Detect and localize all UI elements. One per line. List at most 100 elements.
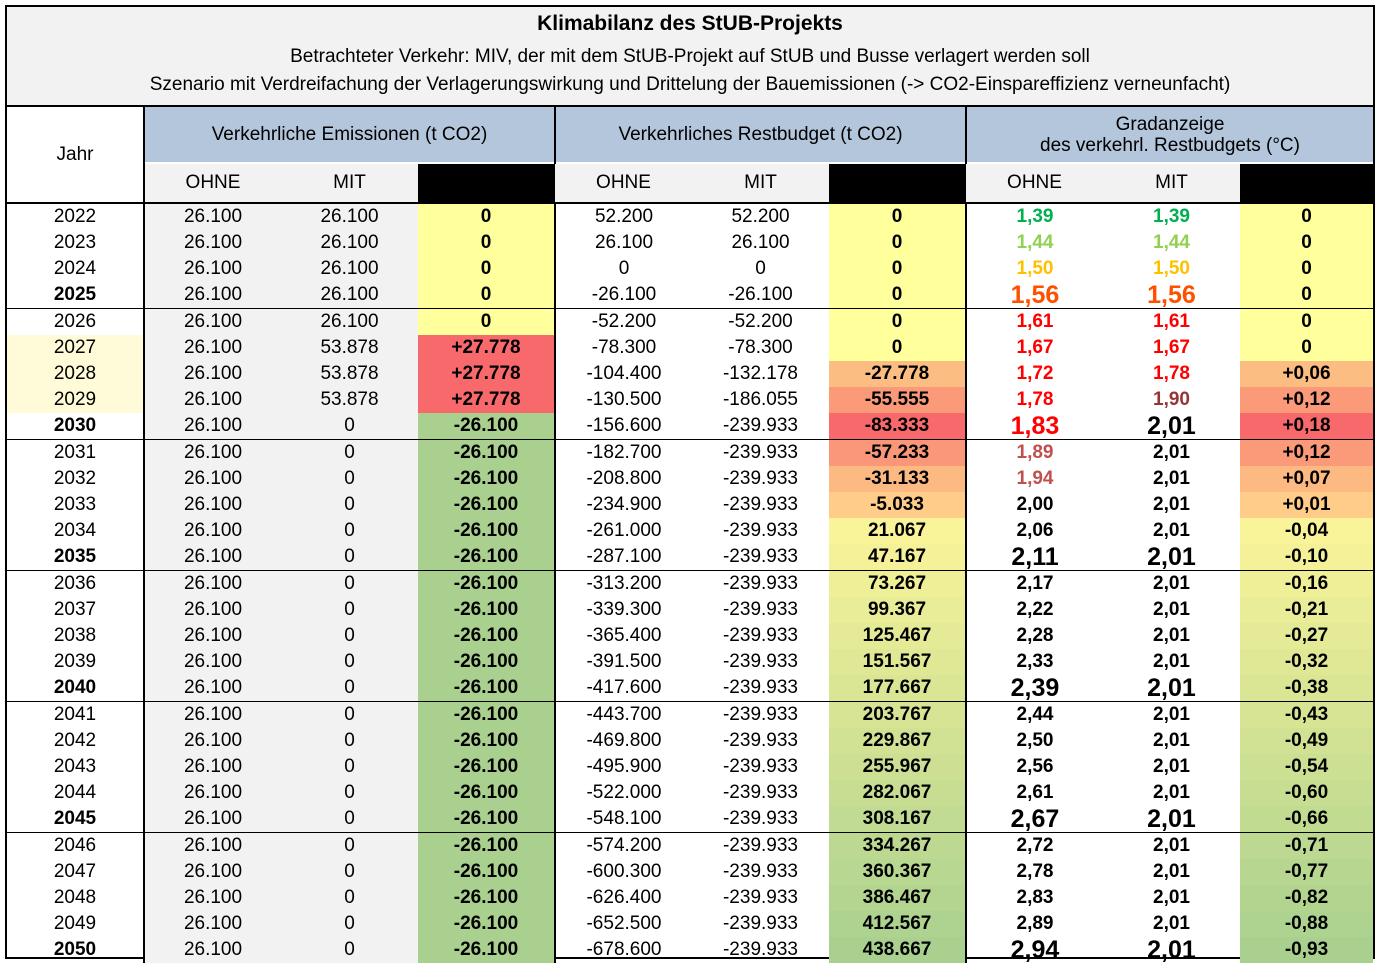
cell-degree-mit: 2,01 [1153,573,1190,594]
cell-restbudget-mit: -239.933 [722,677,798,698]
cell-degree-ohne: 2,28 [1016,625,1054,646]
cell-emissions-mit: 0 [281,466,418,492]
cell-emissions-bilanz: +27.778 [418,361,556,387]
cell-emissions-ohne: 26.100 [144,937,281,963]
cell-restbudget-mit: -239.933 [722,546,798,567]
cell-emissions-ohne: 26.100 [144,597,281,623]
cell-emissions-mit: 0 [281,701,418,728]
cell-restbudget-bilanz: 308.167 [829,806,967,833]
cell-degree-mit: 2,01 [1153,494,1190,515]
cell-year: 2033 [7,492,145,518]
cell-restbudget-bilanz: -57.233 [829,439,967,466]
table-row: 2039 26.100 0 -26.100 -391.500 -239.933 151.56… [7,649,1373,675]
cell-degree-bilanz: -0,77 [1240,859,1373,885]
header-restbudget-mit: MIT [692,163,829,203]
cell-restbudget-bilanz: -5.033 [829,492,967,518]
cell-restbudget-ohne: -626.400 [586,887,662,908]
cell-degree-mit: 2,01 [1153,468,1190,489]
cell-restbudget-ohne: -391.500 [586,651,662,672]
cell-restbudget-mit: 0 [755,258,766,279]
cell-degree-ohne: 2,11 [1011,544,1059,571]
header-degree-ohne: OHNE [966,163,1103,203]
table-row: 2024 26.100 26.100 0 0 0 0 1,50 1,50 0 [7,256,1373,282]
cell-degree-mit: 1,39 [1153,206,1190,227]
cell-emissions-bilanz: -26.100 [418,780,556,806]
climate-balance-table: Jahr Verkehrliche Emissionen (t CO2) Ver… [7,107,1373,963]
table-row: 2026 26.100 26.100 0 -52.200 -52.200 0 1,61 1,61… [7,308,1373,335]
cell-degree-bilanz: -0,54 [1240,754,1373,780]
cell-year: 2032 [7,466,145,492]
cell-restbudget-mit: -186.055 [722,389,798,410]
cell-restbudget-ohne: -261.000 [586,520,662,541]
cell-emissions-bilanz: -26.100 [418,701,556,728]
header-emissions-ohne: OHNE [144,163,281,203]
cell-restbudget-mit: -78.300 [728,337,793,358]
cell-emissions-ohne: 26.100 [144,649,281,675]
cell-restbudget-mit: 26.100 [731,232,790,253]
cell-restbudget-mit: -239.933 [722,808,798,829]
cell-restbudget-ohne: -495.900 [586,756,662,777]
cell-degree-ohne: 2,06 [1016,520,1054,541]
cell-restbudget-bilanz: 0 [829,308,967,335]
cell-degree-ohne: 2,00 [1016,494,1054,515]
cell-emissions-ohne: 26.100 [144,466,281,492]
cell-degree-bilanz: -0,04 [1240,518,1373,544]
cell-emissions-mit: 0 [281,911,418,937]
cell-restbudget-ohne: -339.300 [586,599,662,620]
cell-restbudget-ohne: -600.300 [586,861,662,882]
cell-restbudget-bilanz: -27.778 [829,361,967,387]
cell-emissions-bilanz: -26.100 [418,492,556,518]
cell-restbudget-mit: -239.933 [722,520,798,541]
cell-restbudget-mit: -239.933 [722,442,798,463]
cell-year: 2039 [7,649,145,675]
cell-year: 2034 [7,518,145,544]
cell-degree-mit: 1,56 [1147,282,1196,309]
cell-restbudget-mit: -239.933 [722,756,798,777]
table-row: 2025 26.100 26.100 0 -26.100 -26.100 0 1,56 1,56… [7,282,1373,309]
cell-restbudget-bilanz: 99.367 [829,597,967,623]
cell-degree-bilanz: -0,10 [1240,544,1373,571]
cell-emissions-mit: 53.878 [281,387,418,413]
cell-emissions-ohne: 26.100 [144,413,281,440]
cell-degree-bilanz: 0 [1240,203,1373,230]
cell-year: 2040 [7,675,145,702]
cell-restbudget-mit: -239.933 [722,913,798,934]
cell-degree-bilanz: -0,82 [1240,885,1373,911]
cell-emissions-bilanz: -26.100 [418,570,556,597]
table-row: 2031 26.100 0 -26.100 -182.700 -239.933 -57.23… [7,439,1373,466]
cell-year: 2050 [7,937,145,963]
cell-restbudget-mit: -239.933 [722,861,798,882]
cell-restbudget-ohne: -678.600 [586,939,662,960]
cell-restbudget-ohne: -104.400 [586,363,662,384]
table-row: 2042 26.100 0 -26.100 -469.800 -239.933 229.86… [7,728,1373,754]
cell-emissions-mit: 0 [281,649,418,675]
cell-degree-bilanz: +0,12 [1240,387,1373,413]
cell-degree-bilanz: -0,93 [1240,937,1373,963]
header-restbudget-bilanz: BILANZ [829,163,966,203]
cell-restbudget-bilanz: -55.555 [829,387,967,413]
table-row: 2028 26.100 53.878 +27.778 -104.400 -132.178 -… [7,361,1373,387]
cell-degree-bilanz: +0,01 [1240,492,1373,518]
cell-restbudget-ohne: -522.000 [586,782,662,803]
cell-degree-bilanz: 0 [1240,256,1373,282]
table-row: 2038 26.100 0 -26.100 -365.400 -239.933 125.46… [7,623,1373,649]
table-row: 2022 26.100 26.100 0 52.200 52.200 0 1,39 1,39 0 [7,203,1373,230]
cell-emissions-mit: 0 [281,937,418,963]
cell-emissions-ohne: 26.100 [144,335,281,361]
cell-restbudget-ohne: -652.500 [586,913,662,934]
cell-emissions-ohne: 26.100 [144,675,281,702]
cell-degree-mit: 2,01 [1153,520,1190,541]
cell-degree-ohne: 1,83 [1010,413,1060,440]
cell-emissions-mit: 0 [281,413,418,440]
cell-restbudget-bilanz: 73.267 [829,570,967,597]
cell-restbudget-ohne: -182.700 [586,442,662,463]
cell-emissions-bilanz: -26.100 [418,597,556,623]
cell-restbudget-bilanz: 47.167 [829,544,967,571]
cell-restbudget-mit: -239.933 [722,939,798,960]
cell-emissions-mit: 0 [281,570,418,597]
cell-emissions-bilanz: -26.100 [418,675,556,702]
cell-restbudget-ohne: -287.100 [586,546,662,567]
cell-degree-bilanz: 0 [1240,308,1373,335]
table-row: 2033 26.100 0 -26.100 -234.900 -239.933 -5.033… [7,492,1373,518]
cell-restbudget-ohne: -574.200 [586,835,662,856]
